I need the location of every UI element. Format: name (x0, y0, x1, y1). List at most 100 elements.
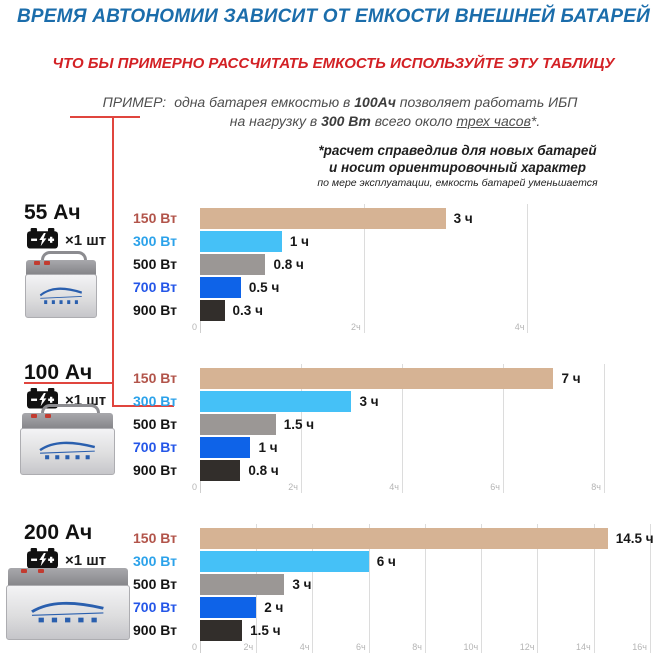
bar (200, 620, 243, 641)
bar (200, 231, 282, 252)
bar (200, 254, 266, 275)
battery-section-55Ач: 55 Ач ×1 шт 150 Вт 300 Вт 500 Вт 700 Вт 900 Вт… (0, 200, 667, 358)
bar (200, 277, 241, 298)
axis-tick-label: 14ч (576, 642, 591, 652)
bar-row: 1.5 ч (200, 414, 609, 435)
battery-photo-handle (40, 251, 88, 268)
example-label: ПРИМЕР: (102, 94, 167, 110)
grid-line (368, 524, 370, 653)
battery-count-label: ×1 шт (65, 232, 107, 249)
bar-row: 14.5 ч (200, 528, 657, 549)
battery-count: ×1 шт (27, 228, 106, 253)
bar (200, 528, 608, 549)
example-line-2: на нагрузку в 300 Вт всего около трех ча… (229, 113, 541, 129)
load-label: 300 Вт (133, 553, 178, 569)
bar (200, 437, 251, 458)
bar-row: 0.5 ч (200, 277, 552, 298)
grid-line (527, 204, 529, 333)
bar-row: 0.8 ч (200, 254, 552, 275)
page-subtitle: ЧТО БЫ ПРИМЕРНО РАССЧИТАТЬ ЕМКОСТЬ ИСПОЛ… (52, 55, 615, 72)
axis-tick-label: 2ч (288, 482, 298, 492)
bar-value: 1 ч (289, 234, 309, 249)
load-label: 900 Вт (133, 302, 178, 318)
bar (200, 460, 241, 481)
axis-tick-label: 4ч (299, 642, 310, 652)
bar-row: 6 ч (200, 551, 657, 572)
bar-value: 1 ч (258, 440, 278, 455)
bar-value: 14.5 ч (615, 531, 654, 546)
bar-row: 3 ч (200, 574, 657, 595)
grid-line (603, 364, 605, 493)
battery-photo-logo (37, 440, 98, 462)
battery-section-100Ач: 100 Ач ×1 шт 150 Вт 300 Вт 500 Вт 700 Вт 900 В… (0, 360, 667, 518)
axis-tick-label: 12ч (519, 642, 535, 652)
axis-tick-mark (200, 321, 201, 333)
load-label: 700 Вт (133, 279, 178, 295)
axis-tick-label: 8ч (591, 482, 601, 492)
bar-row: 0.8 ч (200, 460, 609, 481)
bar-plot: 0 2ч 4ч 6ч 8ч 7 ч 3 ч 1.5 ч 1 ч 0.8 ч (192, 364, 609, 493)
bar-value: 7 ч (561, 371, 581, 386)
axis-tick-label: 6ч (490, 482, 500, 492)
example-connector-vertical (112, 116, 114, 405)
capacity-label: 55 Ач (24, 201, 81, 224)
battery-photo-logo (28, 600, 107, 626)
bar-row: 3 ч (200, 391, 609, 412)
load-labels: 150 Вт 300 Вт 500 Вт 700 Вт 900 Вт (133, 208, 197, 323)
grid-line (401, 364, 403, 493)
grid-line (300, 364, 302, 493)
footnote: *расчет справедлив для новых батарей и н… (275, 142, 640, 190)
footnote-line-3: по мере эксплуатации, емкость батарей ум… (317, 177, 598, 189)
battery-photo-case (6, 585, 130, 640)
load-label: 300 Вт (133, 233, 178, 249)
bar (200, 551, 369, 572)
battery-photo-terminal (43, 261, 50, 266)
bar-value: 3 ч (453, 211, 473, 226)
battery-photo-lid (26, 260, 96, 278)
axis-tick-label: 16ч (632, 642, 647, 652)
page-title: ВРЕМЯ АВТОНОМИИ ЗАВИСИТ ОТ ЕМКОСТИ ВНЕШН… (16, 6, 651, 27)
battery-photo-handle (40, 404, 101, 421)
load-label: 500 Вт (133, 576, 178, 592)
battery-icon (27, 228, 58, 253)
grid-line (424, 524, 426, 653)
battery-photo-terminal (44, 414, 51, 419)
axis-tick-label: 0 (191, 482, 197, 492)
bar-row: 7 ч (200, 368, 609, 389)
grid-line (593, 524, 595, 653)
bar (200, 597, 257, 618)
example-connector-capacity (24, 382, 113, 384)
battery-count: ×1 шт (27, 548, 106, 573)
bar (200, 391, 352, 412)
bar (200, 368, 554, 389)
load-label: 300 Вт (133, 393, 178, 409)
footnote-line-1: *расчет справедлив для новых батарей (318, 143, 597, 158)
axis-tick-label: 8ч (412, 642, 422, 652)
capacity-label: 200 Ач (24, 521, 93, 544)
axis-tick-label: 2ч (351, 322, 361, 332)
bar (200, 574, 285, 595)
load-labels: 150 Вт 300 Вт 500 Вт 700 Вт 900 Вт (133, 528, 197, 643)
example-line-1: ПРИМЕР: одна батарея емкостью в 100Ач поз… (102, 94, 578, 110)
battery-icon (27, 548, 58, 573)
axis-tick-label: 4ч (389, 482, 399, 492)
bar-plot: 0 2ч 4ч 3 ч 1 ч 0.8 ч 0.5 ч 0.3 ч (192, 204, 552, 333)
axis-tick-mark (200, 481, 201, 493)
bar (200, 208, 446, 229)
bar-row: 1 ч (200, 231, 552, 252)
battery-photo-case (25, 273, 97, 318)
battery-photo-terminal (38, 569, 45, 574)
bar-value: 3 ч (292, 577, 312, 592)
battery-photo (20, 404, 115, 475)
example-connector-underline (70, 116, 140, 118)
bar-row: 0.3 ч (200, 300, 552, 321)
load-label: 900 Вт (133, 462, 178, 478)
bar (200, 414, 276, 435)
axis-tick-label: 10ч (463, 642, 479, 652)
bar-value: 0.8 ч (273, 257, 304, 272)
grid-line (481, 524, 483, 653)
bar-value: 1.5 ч (283, 417, 315, 432)
bar-row: 2 ч (200, 597, 657, 618)
bar-row: 1 ч (200, 437, 609, 458)
